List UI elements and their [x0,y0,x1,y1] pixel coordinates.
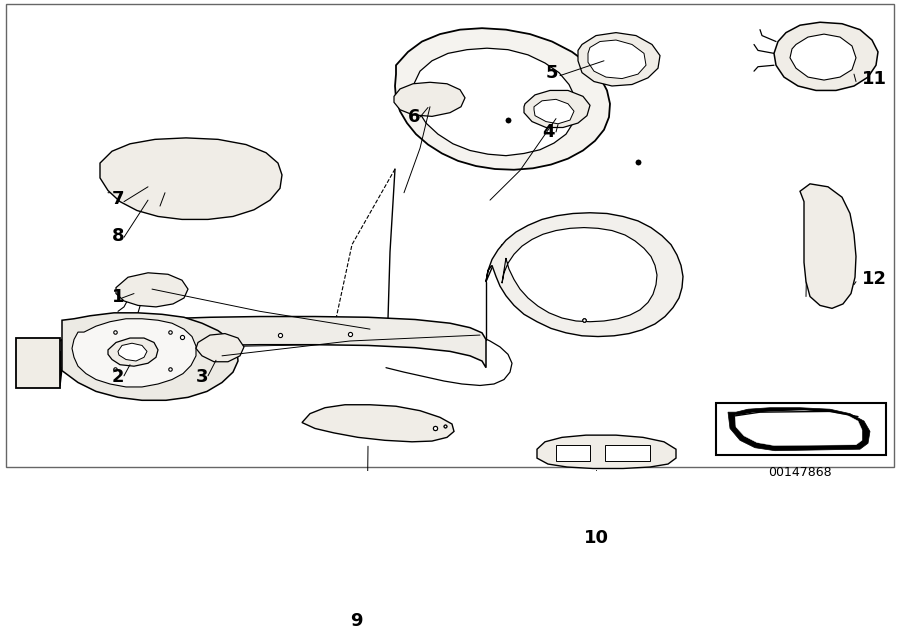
Polygon shape [72,319,196,387]
Text: 12: 12 [862,270,887,287]
Polygon shape [578,32,660,86]
Polygon shape [588,40,646,79]
Polygon shape [790,34,856,80]
Polygon shape [800,184,856,308]
Polygon shape [728,408,870,451]
Polygon shape [62,317,486,368]
Text: 1: 1 [112,288,124,307]
Polygon shape [486,213,683,336]
Polygon shape [716,403,886,455]
Text: 9: 9 [350,612,363,630]
Polygon shape [394,82,465,116]
Polygon shape [556,445,590,461]
Polygon shape [302,404,454,442]
Polygon shape [62,313,238,400]
Text: 5: 5 [546,64,559,81]
Text: 6: 6 [408,108,420,126]
Polygon shape [774,22,878,90]
Polygon shape [108,338,158,366]
Polygon shape [414,48,576,156]
Text: 00147868: 00147868 [769,466,832,478]
Text: 2: 2 [112,368,124,385]
Text: 7: 7 [112,190,124,208]
Polygon shape [537,435,676,469]
Polygon shape [16,338,60,389]
Polygon shape [524,90,590,127]
Polygon shape [502,228,657,322]
Text: 4: 4 [542,123,554,141]
Polygon shape [735,411,862,445]
Text: 8: 8 [112,226,124,245]
Text: 3: 3 [196,368,209,385]
Polygon shape [534,99,574,124]
Polygon shape [196,333,244,362]
Polygon shape [100,138,282,219]
Polygon shape [605,445,650,461]
Text: 11: 11 [862,69,887,88]
Polygon shape [118,343,147,361]
Polygon shape [116,273,188,307]
Polygon shape [395,28,610,170]
Text: 10: 10 [584,529,609,547]
